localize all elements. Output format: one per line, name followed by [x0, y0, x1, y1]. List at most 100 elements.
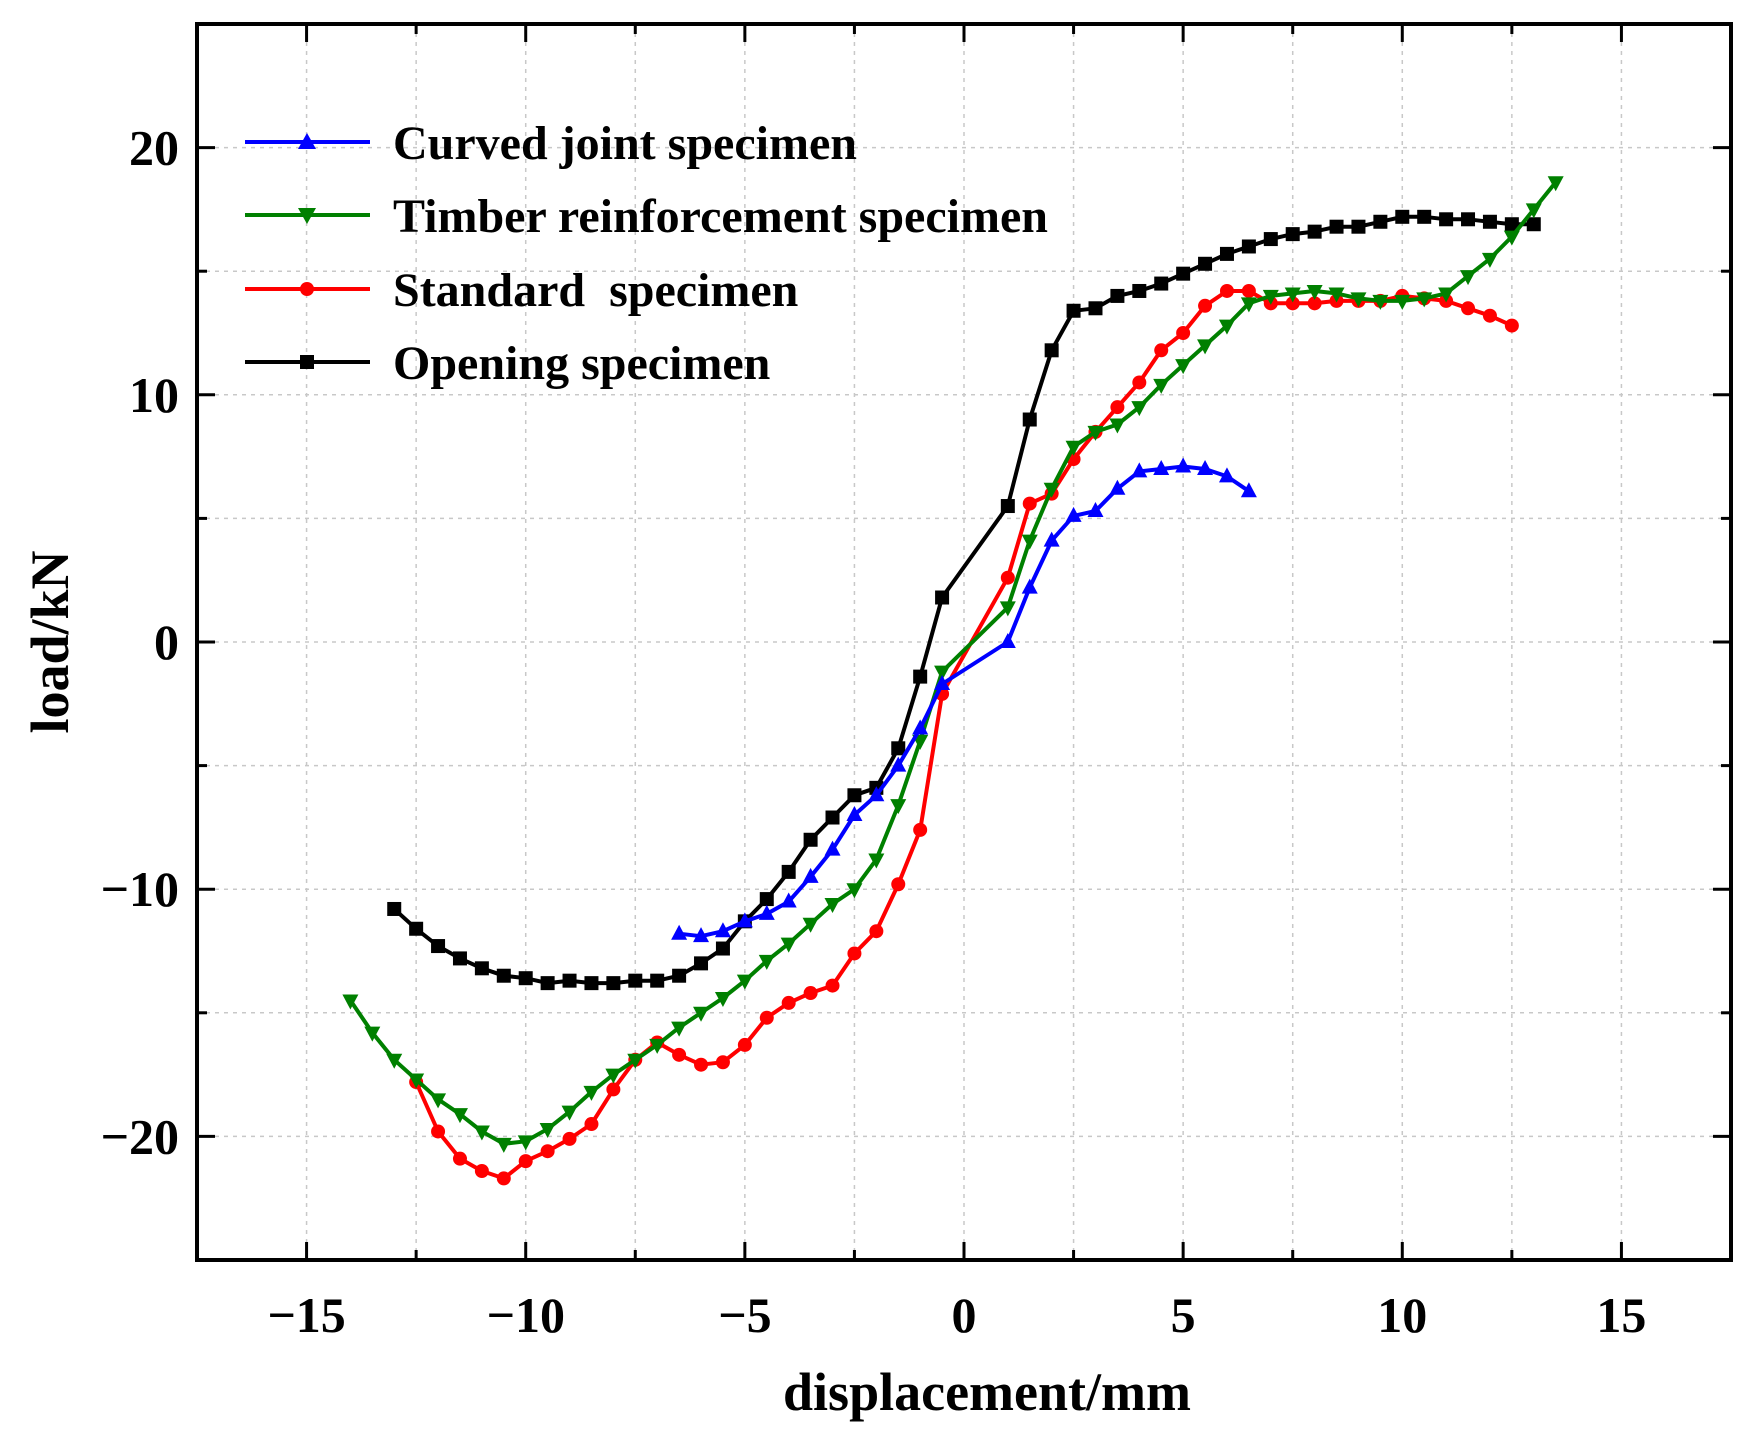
x-tick-labels: −15 −10 −5 0 5 10 15 [267, 1287, 1646, 1343]
data-point-opening-specimen [1198, 256, 1213, 271]
data-point-opening-specimen [1154, 276, 1169, 291]
data-point-standard-specimen [1241, 283, 1256, 298]
series-curved-joint-specimen [671, 457, 1257, 943]
data-point-opening-specimen [891, 741, 906, 756]
data-point-opening-specimen [1504, 217, 1519, 232]
data-point-curved-joint-specimen [714, 922, 731, 938]
data-point-curved-joint-specimen [693, 927, 710, 943]
x-tick-label: 0 [952, 1287, 977, 1343]
data-point-standard-specimen [781, 995, 796, 1010]
data-point-standard-specimen [474, 1164, 489, 1179]
data-point-standard-specimen [1482, 308, 1497, 323]
data-point-standard-specimen [891, 877, 906, 892]
legend-label-standard: Standard specimen [393, 264, 798, 317]
data-point-timber-reinforcement-specimen [517, 1135, 534, 1151]
data-point-opening-specimen [1066, 303, 1081, 318]
data-point-timber-reinforcement-specimen [1372, 294, 1389, 310]
data-point-standard-specimen [1461, 301, 1476, 316]
legend-label-timber-reinforcement: Timber reinforcement specimen [393, 190, 1048, 243]
data-point-curved-joint-specimen [1131, 462, 1148, 478]
data-point-opening-specimen [496, 968, 511, 983]
data-point-timber-reinforcement-specimen [583, 1085, 600, 1101]
data-point-curved-joint-specimen [671, 924, 688, 940]
data-point-curved-joint-specimen [999, 633, 1016, 648]
data-point-timber-reinforcement-specimen [451, 1108, 468, 1124]
data-point-timber-reinforcement-specimen [1394, 294, 1411, 310]
data-point-curved-joint-specimen [1021, 578, 1038, 594]
y-axis-title: load/kN [20, 550, 80, 733]
data-point-standard-specimen [584, 1117, 599, 1132]
data-point-opening-specimen [474, 961, 489, 976]
data-point-curved-joint-specimen [758, 904, 775, 920]
data-point-timber-reinforcement-specimen [473, 1125, 490, 1141]
data-point-opening-specimen [913, 669, 928, 684]
data-point-opening-specimen [452, 951, 467, 966]
data-point-standard-specimen [1307, 296, 1322, 311]
data-point-opening-specimen [1044, 343, 1059, 358]
data-point-curved-joint-specimen [934, 675, 951, 691]
data-point-curved-joint-specimen [1218, 467, 1235, 483]
data-point-timber-reinforcement-specimen [1175, 359, 1192, 375]
legend-item-opening: Opening specimen [245, 337, 770, 390]
data-point-curved-joint-specimen [846, 806, 863, 822]
data-point-standard-specimen [759, 1010, 774, 1025]
data-point-curved-joint-specimen [890, 756, 907, 772]
data-point-timber-reinforcement-specimen [1481, 252, 1498, 268]
data-point-opening-specimen [1241, 239, 1256, 254]
data-point-opening-specimen [1263, 232, 1278, 247]
data-point-timber-reinforcement-specimen [386, 1053, 403, 1069]
data-point-standard-specimen [869, 924, 884, 939]
legend-label-curved-joint: Curved joint specimen [393, 117, 857, 170]
y-tick-labels: −20 −10 0 10 20 [101, 120, 180, 1165]
data-point-timber-reinforcement-specimen [736, 974, 753, 990]
data-point-curved-joint-specimen [1087, 501, 1104, 517]
series-layer [342, 176, 1564, 1186]
data-point-curved-joint-specimen [1240, 482, 1257, 498]
data-point-timber-reinforcement-specimen [1218, 319, 1235, 335]
data-point-timber-reinforcement-specimen [539, 1122, 556, 1138]
data-point-standard-specimen [1198, 298, 1213, 313]
data-point-standard-specimen [1176, 326, 1191, 340]
data-point-timber-reinforcement-specimen [1306, 284, 1323, 300]
gridlines [197, 24, 1731, 1260]
legend-marker-standard [300, 282, 314, 296]
data-point-timber-reinforcement-specimen [780, 937, 797, 953]
data-point-opening-specimen [781, 864, 796, 879]
data-point-timber-reinforcement-specimen [758, 954, 775, 970]
data-point-standard-specimen [847, 946, 862, 961]
legend: Curved joint specimen Timber reinforceme… [245, 117, 1048, 390]
data-point-opening-specimen [518, 971, 533, 986]
data-point-opening-specimen [1395, 209, 1410, 224]
data-point-opening-specimen [825, 810, 840, 825]
data-point-timber-reinforcement-specimen [1087, 425, 1104, 441]
data-point-opening-specimen [1373, 214, 1388, 229]
data-point-opening-specimen [1285, 227, 1300, 242]
data-point-opening-specimen [562, 973, 577, 988]
data-point-timber-reinforcement-specimen [934, 665, 951, 681]
data-point-opening-specimen [694, 956, 709, 971]
data-point-curved-joint-specimen [912, 719, 929, 735]
data-point-timber-reinforcement-specimen [890, 799, 907, 815]
data-point-timber-reinforcement-specimen [846, 883, 863, 899]
data-point-standard-specimen [1219, 283, 1234, 298]
data-point-opening-specimen [803, 832, 818, 847]
data-point-opening-specimen [584, 976, 599, 991]
data-point-opening-specimen [606, 976, 621, 991]
data-point-timber-reinforcement-specimen [1262, 289, 1279, 305]
data-point-opening-specimen [431, 939, 446, 954]
data-point-opening-specimen [1482, 214, 1497, 229]
x-tick-label: 10 [1377, 1287, 1427, 1343]
data-point-curved-joint-specimen [1175, 457, 1192, 473]
data-point-timber-reinforcement-specimen [342, 994, 359, 1010]
data-point-opening-specimen [935, 590, 950, 605]
data-point-curved-joint-specimen [1043, 531, 1060, 547]
data-point-standard-specimen [562, 1131, 577, 1146]
data-point-curved-joint-specimen [1109, 479, 1126, 495]
data-point-opening-specimen [1176, 266, 1191, 281]
data-point-curved-joint-specimen [868, 786, 885, 802]
data-point-curved-joint-specimen [824, 840, 841, 856]
data-point-timber-reinforcement-specimen [1460, 270, 1477, 286]
data-point-opening-specimen [1022, 412, 1037, 427]
data-point-standard-specimen [694, 1057, 709, 1072]
